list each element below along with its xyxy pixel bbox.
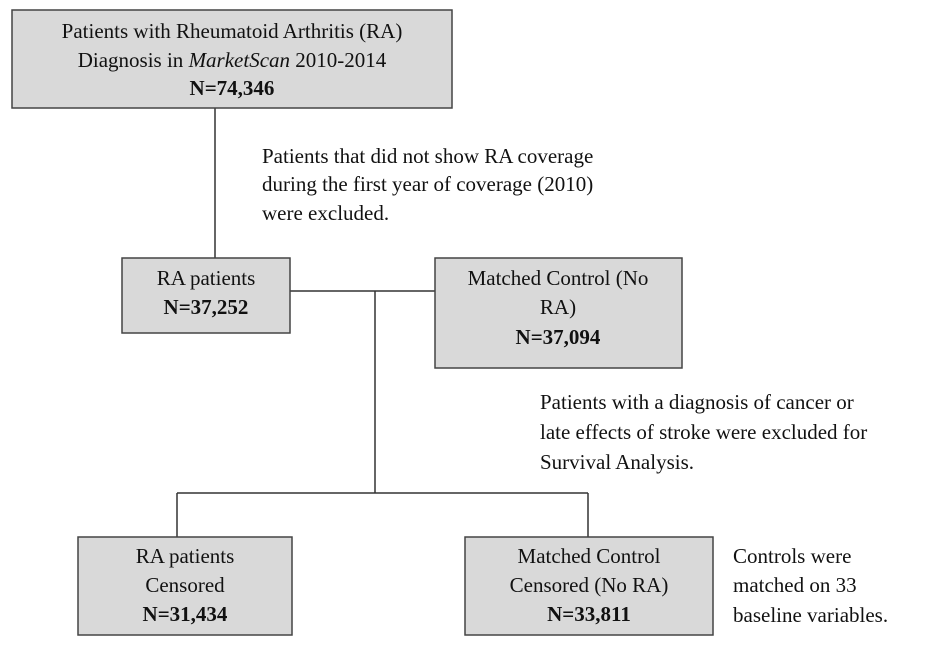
node-count: N=74,346 xyxy=(190,76,275,100)
note: Patients with a diagnosis of cancer or xyxy=(540,390,854,414)
note: during the first year of coverage (2010) xyxy=(262,172,593,196)
node-text: Diagnosis in xyxy=(78,48,184,72)
node-count: N=37,094 xyxy=(516,325,601,349)
node-text: Censored xyxy=(145,573,225,597)
box xyxy=(464,536,714,636)
node-text: RA patients xyxy=(157,266,256,290)
node-text: 2010-2014 xyxy=(295,48,386,72)
node-text: Matched Control xyxy=(518,544,661,568)
box xyxy=(77,536,293,636)
box xyxy=(121,257,291,334)
node-text: RA) xyxy=(540,295,576,319)
note: were excluded. xyxy=(262,201,389,225)
node-count: N=37,252 xyxy=(164,295,249,319)
note: Patients that did not show RA coverage xyxy=(262,144,593,168)
note: late effects of stroke were excluded for xyxy=(540,420,867,444)
box xyxy=(11,9,453,109)
node-text: Patients with Rheumatoid Arthritis (RA) xyxy=(62,19,403,43)
node-count: N=31,434 xyxy=(143,602,228,626)
note: baseline variables. xyxy=(733,603,888,627)
note: Survival Analysis. xyxy=(540,450,694,474)
node-text: Matched Control (No xyxy=(468,266,649,290)
node-text: Censored (No RA) xyxy=(510,573,669,597)
node-text: RA patients xyxy=(136,544,235,568)
node-count: N=33,811 xyxy=(547,602,631,626)
node-text: Diagnosis in MarketScan 2010-2014 xyxy=(78,48,387,72)
note: Controls were xyxy=(733,544,851,568)
note: matched on 33 xyxy=(733,573,857,597)
node-text: MarketScan xyxy=(188,48,290,72)
box xyxy=(434,257,683,369)
